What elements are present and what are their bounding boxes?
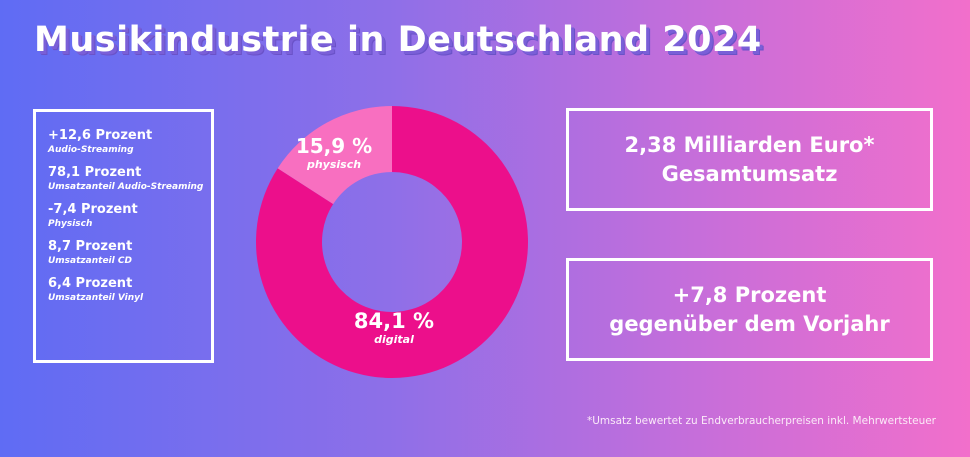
slice-value-physisch: 15,9 %	[295, 134, 373, 158]
stat-value: +12,6 Prozent	[48, 128, 153, 143]
donut-svg	[256, 106, 528, 378]
donut-slice-digital	[256, 106, 528, 378]
slice-label-digital: 84,1 % digital	[344, 309, 444, 346]
stat-label: Umsatzanteil CD	[48, 256, 132, 266]
change-value: +7,8 Prozent	[672, 282, 827, 307]
stats-box: +12,6 Prozent Audio-Streaming 78,1 Proze…	[33, 109, 214, 363]
slice-name-physisch: physisch	[306, 158, 362, 171]
stat-item: +12,6 Prozent Audio-Streaming	[48, 127, 211, 156]
stat-value: -7,4 Prozent	[48, 202, 138, 217]
stat-item: 6,4 Prozent Umsatzanteil Vinyl	[48, 275, 211, 304]
stat-label: Umsatzanteil Vinyl	[48, 293, 144, 303]
stat-label: Umsatzanteil Audio-Streaming	[48, 182, 204, 192]
stat-value: 6,4 Prozent	[48, 276, 133, 291]
stat-value: 8,7 Prozent	[48, 239, 133, 254]
donut-slice-physisch	[277, 106, 392, 205]
stat-item: -7,4 Prozent Physisch	[48, 201, 211, 230]
change-label: gegenüber dem Vorjahr	[609, 311, 890, 336]
slice-value-digital: 84,1 %	[353, 309, 435, 333]
total-revenue-value: 2,38 Milliarden Euro*	[624, 132, 875, 157]
page-title: Musikindustrie in Deutschland 2024	[34, 20, 762, 60]
total-revenue-panel: 2,38 Milliarden Euro* Gesamtumsatz	[566, 108, 933, 211]
stat-item: 8,7 Prozent Umsatzanteil CD	[48, 238, 211, 267]
stat-item: 78,1 Prozent Umsatzanteil Audio-Streamin…	[48, 164, 211, 193]
change-panel: +7,8 Prozent gegenüber dem Vorjahr	[566, 258, 933, 361]
stat-label: Audio-Streaming	[48, 145, 134, 155]
slice-label-physisch: 15,9 % physisch	[284, 134, 384, 171]
stat-label: Physisch	[48, 219, 93, 229]
footnote: *Umsatz bewertet zu Endverbraucherpreise…	[586, 415, 936, 427]
stat-value: 78,1 Prozent	[48, 165, 142, 180]
total-revenue-label: Gesamtumsatz	[661, 161, 838, 186]
slice-name-digital: digital	[374, 333, 414, 346]
donut-chart: 15,9 % physisch 84,1 % digital	[254, 104, 530, 380]
